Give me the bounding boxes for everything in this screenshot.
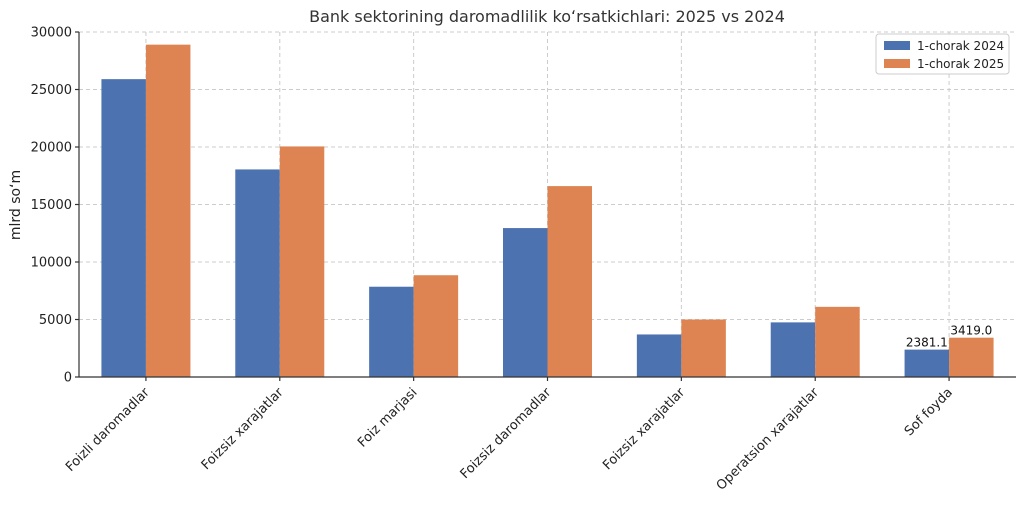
x-tick-label: Foizsiz xarajatlar bbox=[600, 385, 688, 473]
x-tick-label: Foizsiz daromadlar bbox=[458, 385, 555, 482]
y-tick-label: 20000 bbox=[31, 141, 72, 156]
x-tick-label: Sof foyda bbox=[902, 385, 956, 439]
legend-swatch bbox=[884, 41, 910, 50]
y-tick-labels: 0 5000 10000 15000 20000 25000 30000 bbox=[31, 26, 72, 386]
bar-2025 bbox=[413, 275, 459, 377]
y-tick-label: 25000 bbox=[31, 83, 72, 98]
bar-2024 bbox=[770, 322, 816, 377]
bar-2024 bbox=[369, 286, 414, 377]
y-tick-label: 10000 bbox=[31, 256, 72, 271]
legend: 1-chorak 2024 1-chorak 2025 bbox=[875, 33, 1010, 75]
x-tick-label: Foizsiz xarajatlar bbox=[199, 385, 287, 473]
x-tick-labels: Foizli daromadlar Foizsiz xarajatlar Foiz … bbox=[63, 385, 956, 494]
bar-2025 bbox=[815, 306, 860, 377]
bar-2024 bbox=[503, 228, 548, 377]
legend-label: 1-chorak 2024 bbox=[917, 39, 1004, 53]
data-label: 2381.1 bbox=[906, 336, 948, 350]
axes bbox=[75, 31, 1016, 381]
bars bbox=[101, 44, 994, 378]
bar-2024 bbox=[904, 349, 950, 377]
y-tick-label: 30000 bbox=[31, 26, 72, 41]
y-axis-label: mlrd soʻm bbox=[8, 170, 24, 240]
bar-2024 bbox=[101, 79, 146, 378]
y-tick-label: 5000 bbox=[39, 313, 72, 328]
data-label: 3419.0 bbox=[950, 324, 992, 338]
bar-2024 bbox=[235, 169, 280, 377]
bar-2025 bbox=[949, 337, 994, 377]
chart-title: Bank sektorining daromadlilik koʻrsatkic… bbox=[309, 7, 785, 26]
legend-label: 1-chorak 2025 bbox=[917, 57, 1004, 71]
x-tick-label: Foiz marjasi bbox=[355, 385, 420, 450]
bar-2025 bbox=[279, 146, 325, 377]
bar-2025 bbox=[547, 186, 592, 377]
bar-2024 bbox=[636, 334, 682, 377]
x-tick-label: Foizli daromadlar bbox=[63, 385, 153, 475]
bar-2025 bbox=[681, 319, 726, 377]
legend-swatch bbox=[884, 59, 910, 68]
y-tick-label: 15000 bbox=[31, 198, 72, 213]
y-tick-label: 0 bbox=[64, 371, 72, 386]
x-tick-label: Operatsion xarajatlar bbox=[714, 385, 823, 494]
bar-2025 bbox=[145, 44, 191, 378]
